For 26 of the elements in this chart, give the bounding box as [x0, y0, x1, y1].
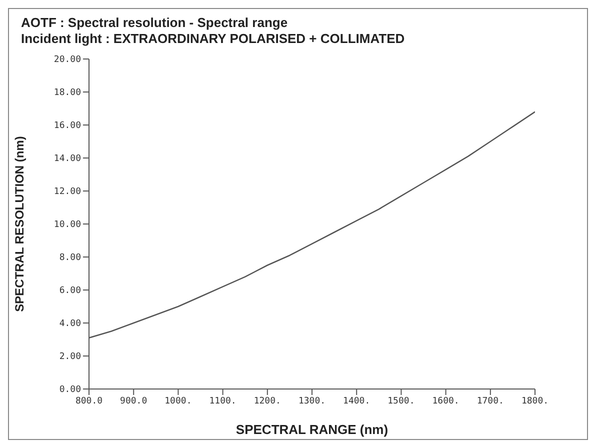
- x-tick-label: 1700.: [476, 396, 504, 406]
- y-tick-label: 2.00: [59, 352, 81, 362]
- x-axis-title: SPECTRAL RANGE (nm): [236, 422, 388, 437]
- x-tick-label: 900.0: [120, 396, 148, 406]
- x-tick-label: 1500.: [388, 396, 415, 406]
- x-tick-label: 1300.: [298, 396, 326, 406]
- y-tick-label: 0.00: [59, 385, 81, 396]
- y-tick-label: 20.00: [54, 55, 81, 66]
- chart-title: AOTF : Spectral resolution - Spectral range: [21, 15, 289, 31]
- x-tick-label: 1100.: [209, 396, 236, 406]
- y-axis-title: SPECTRAL RESOLUTION (nm): [12, 136, 26, 312]
- x-tick-label: 1600.: [432, 396, 460, 406]
- x-tick-label: 1200.: [254, 396, 281, 406]
- y-tick-label: 8.00: [59, 253, 81, 264]
- y-tick-label: 6.00: [59, 286, 81, 296]
- x-tick-label: 1400.: [343, 396, 370, 406]
- chart-subtitle: Incident light : EXTRAORDINARY POLARISED + COLLIMATED: [21, 31, 405, 47]
- y-tick-label: 14.00: [54, 154, 81, 164]
- y-tick-label: 16.00: [54, 121, 81, 132]
- y-tick-label: 10.00: [54, 220, 81, 230]
- y-tick-label: 12.00: [54, 187, 81, 198]
- x-tick-label: 1800.: [521, 396, 549, 406]
- x-tick-label: 800.0: [75, 396, 103, 406]
- y-tick-label: 4.00: [59, 319, 81, 330]
- y-tick-label: 18.00: [54, 88, 81, 98]
- x-tick-label: 1000.: [164, 396, 192, 406]
